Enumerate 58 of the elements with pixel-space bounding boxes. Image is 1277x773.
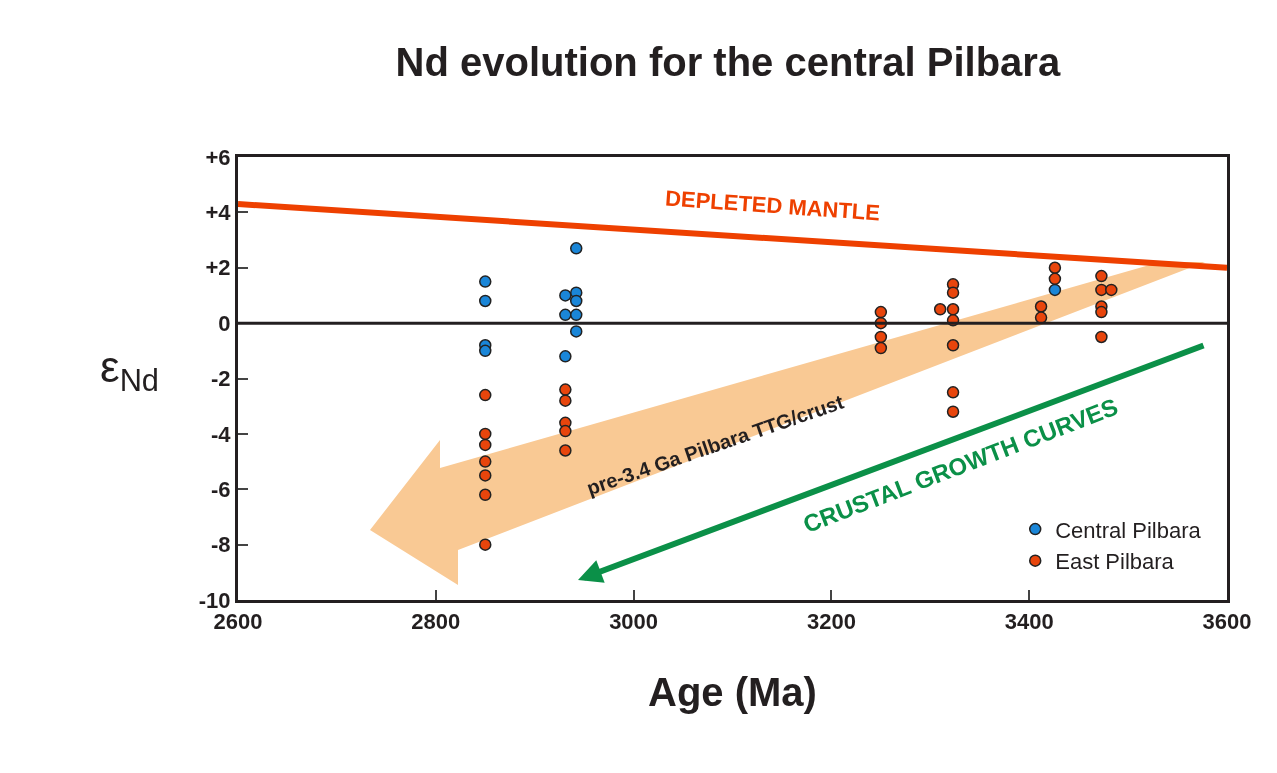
point bbox=[1105, 283, 1118, 297]
point bbox=[874, 305, 888, 319]
x-tick-label: 3000 bbox=[609, 609, 659, 635]
y-tick-label: +4 bbox=[205, 200, 232, 226]
point bbox=[569, 242, 583, 255]
point bbox=[1048, 283, 1062, 297]
point bbox=[479, 344, 492, 358]
x-tick-label: 3200 bbox=[806, 609, 856, 635]
point bbox=[946, 286, 960, 299]
point bbox=[874, 330, 888, 344]
point bbox=[479, 469, 492, 482]
x-tick-label: 3400 bbox=[1004, 609, 1054, 635]
point bbox=[874, 341, 888, 355]
point bbox=[479, 538, 492, 551]
point bbox=[569, 308, 583, 322]
x-axis-title: Age (Ma) bbox=[648, 669, 817, 714]
y-tick-label: +6 bbox=[205, 144, 231, 170]
point bbox=[559, 394, 572, 407]
point bbox=[559, 289, 572, 302]
point bbox=[559, 383, 572, 396]
series-label: DEPLETED MANTLE bbox=[664, 185, 881, 226]
point bbox=[1034, 300, 1048, 313]
y-tick-label: -6 bbox=[211, 476, 231, 502]
point bbox=[946, 405, 960, 418]
y-tick-label: 0 bbox=[218, 310, 231, 336]
y-tick-label: -4 bbox=[211, 421, 232, 447]
point bbox=[479, 488, 492, 502]
point bbox=[559, 424, 572, 438]
y-tick-label: -2 bbox=[211, 366, 231, 392]
chart-title: Nd evolution for the central Pilbara bbox=[395, 39, 1061, 84]
point bbox=[479, 427, 492, 441]
point bbox=[1034, 311, 1048, 324]
point bbox=[479, 438, 492, 452]
legend-label: Central Pilbara bbox=[1055, 517, 1202, 543]
point bbox=[933, 303, 947, 316]
point bbox=[569, 294, 583, 308]
point bbox=[559, 444, 572, 457]
point bbox=[559, 350, 572, 363]
point bbox=[1095, 269, 1108, 283]
point bbox=[569, 325, 583, 338]
point bbox=[946, 303, 960, 316]
point bbox=[479, 275, 492, 288]
x-tick-label: 2800 bbox=[411, 609, 461, 635]
point bbox=[946, 339, 960, 352]
point bbox=[1095, 330, 1108, 344]
point bbox=[479, 294, 492, 308]
x-tick-label: 3600 bbox=[1202, 609, 1252, 635]
point bbox=[559, 308, 572, 322]
y-tick-label: +2 bbox=[205, 255, 231, 281]
legend-label: East Pilbara bbox=[1055, 549, 1175, 575]
point bbox=[479, 388, 492, 402]
y-axis-title: ε$_{Nd}$ bbox=[100, 342, 159, 399]
y-tick-label: -8 bbox=[211, 532, 231, 558]
point bbox=[479, 455, 492, 468]
point bbox=[1048, 272, 1062, 286]
point bbox=[946, 386, 960, 399]
point bbox=[1095, 305, 1108, 319]
point bbox=[1048, 261, 1062, 274]
